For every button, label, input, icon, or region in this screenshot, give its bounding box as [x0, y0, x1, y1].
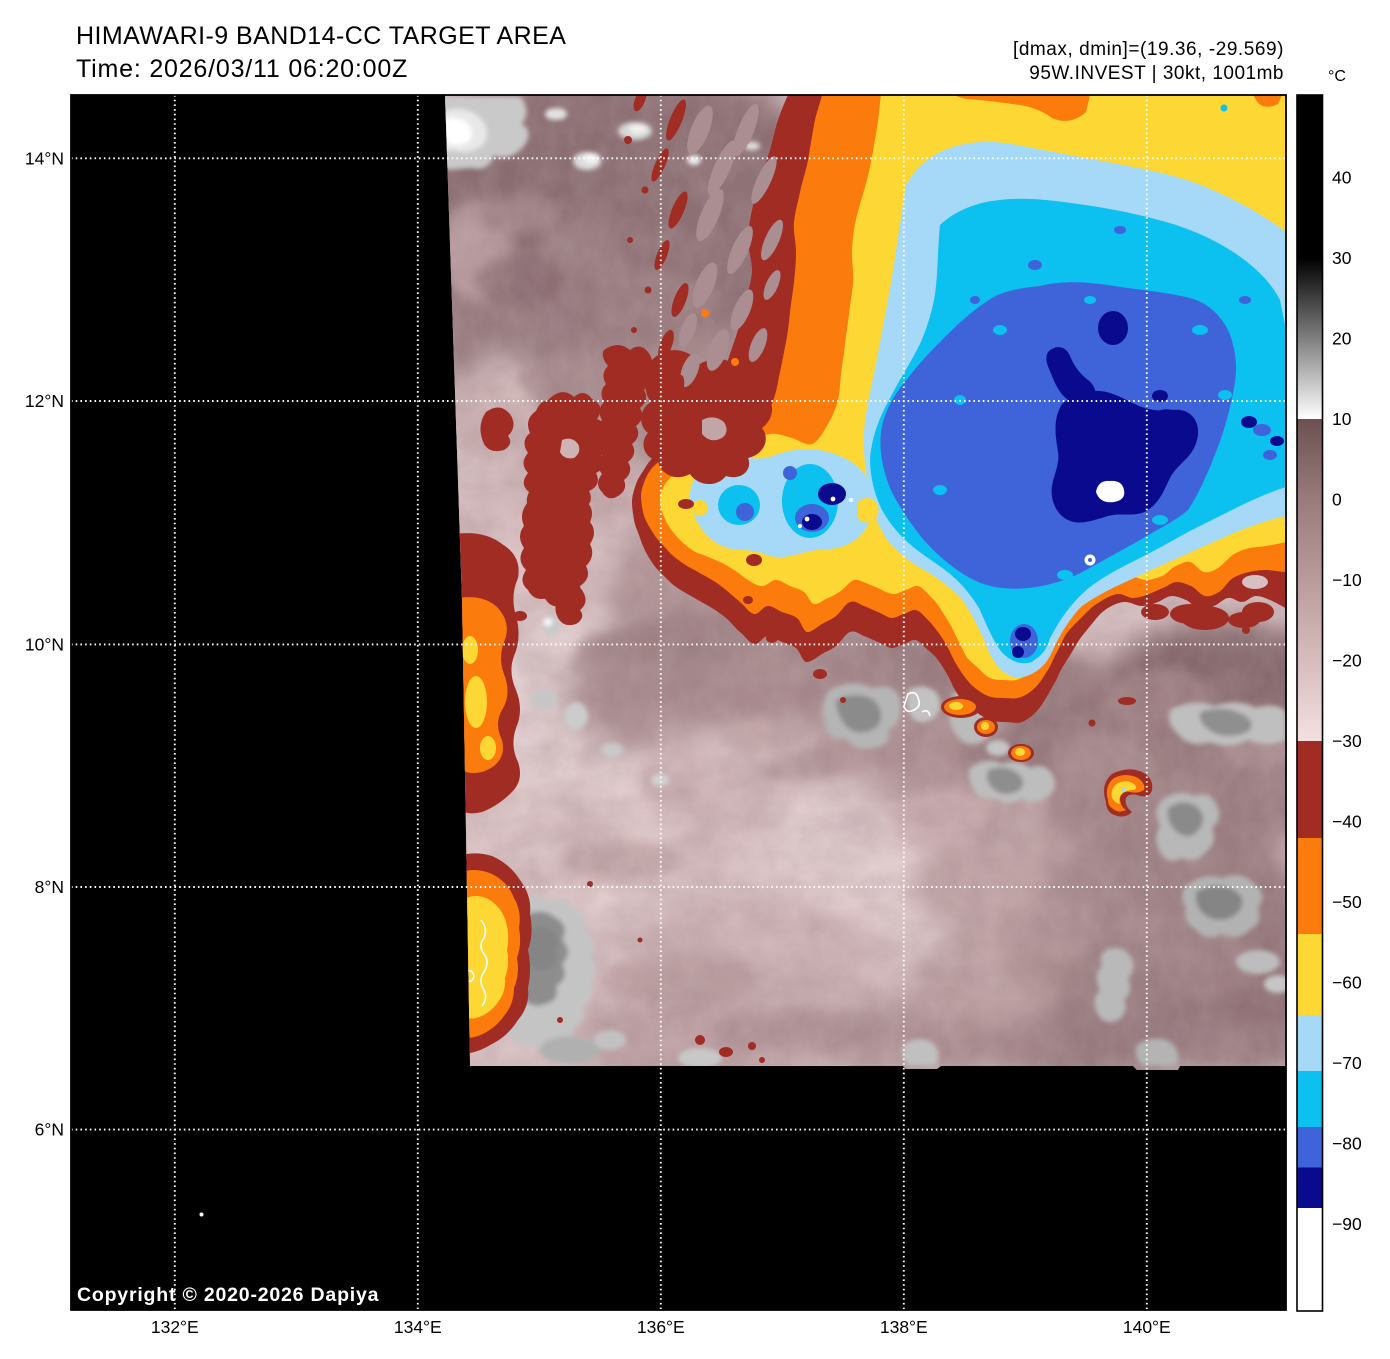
svg-text:−30: −30 [1332, 731, 1362, 751]
svg-text:Time: 2026/03/11 06:20:00Z: Time: 2026/03/11 06:20:00Z [76, 55, 408, 83]
svg-text:Copyright © 2020-2026 Dapiya: Copyright © 2020-2026 Dapiya [77, 1284, 379, 1306]
svg-text:95W.INVEST | 30kt, 1001mb: 95W.INVEST | 30kt, 1001mb [1029, 63, 1284, 84]
svg-text:30: 30 [1332, 248, 1352, 268]
svg-text:HIMAWARI-9 BAND14-CC TARGET AR: HIMAWARI-9 BAND14-CC TARGET AREA [76, 22, 566, 50]
svg-text:136°E: 136°E [637, 1317, 685, 1337]
svg-text:−60: −60 [1332, 973, 1362, 993]
svg-text:−10: −10 [1332, 570, 1362, 590]
svg-text:8°N: 8°N [35, 877, 64, 897]
svg-text:−80: −80 [1332, 1134, 1362, 1154]
svg-text:−20: −20 [1332, 651, 1362, 671]
svg-text:132°E: 132°E [151, 1317, 199, 1337]
svg-text:°C: °C [1328, 68, 1346, 85]
svg-text:40: 40 [1332, 168, 1352, 188]
svg-text:−50: −50 [1332, 892, 1362, 912]
svg-text:10°N: 10°N [25, 634, 64, 654]
svg-text:10: 10 [1332, 409, 1352, 429]
svg-text:−40: −40 [1332, 812, 1362, 832]
svg-text:140°E: 140°E [1123, 1317, 1171, 1337]
svg-text:0: 0 [1332, 490, 1342, 510]
svg-text:134°E: 134°E [394, 1317, 442, 1337]
svg-text:6°N: 6°N [35, 1120, 64, 1140]
svg-text:−90: −90 [1332, 1214, 1362, 1234]
svg-text:[dmax, dmin]=(19.36, -29.569): [dmax, dmin]=(19.36, -29.569) [1013, 39, 1284, 60]
svg-text:12°N: 12°N [25, 391, 64, 411]
svg-text:138°E: 138°E [880, 1317, 928, 1337]
svg-text:20: 20 [1332, 329, 1352, 349]
svg-text:14°N: 14°N [25, 148, 64, 168]
svg-text:−70: −70 [1332, 1053, 1362, 1073]
